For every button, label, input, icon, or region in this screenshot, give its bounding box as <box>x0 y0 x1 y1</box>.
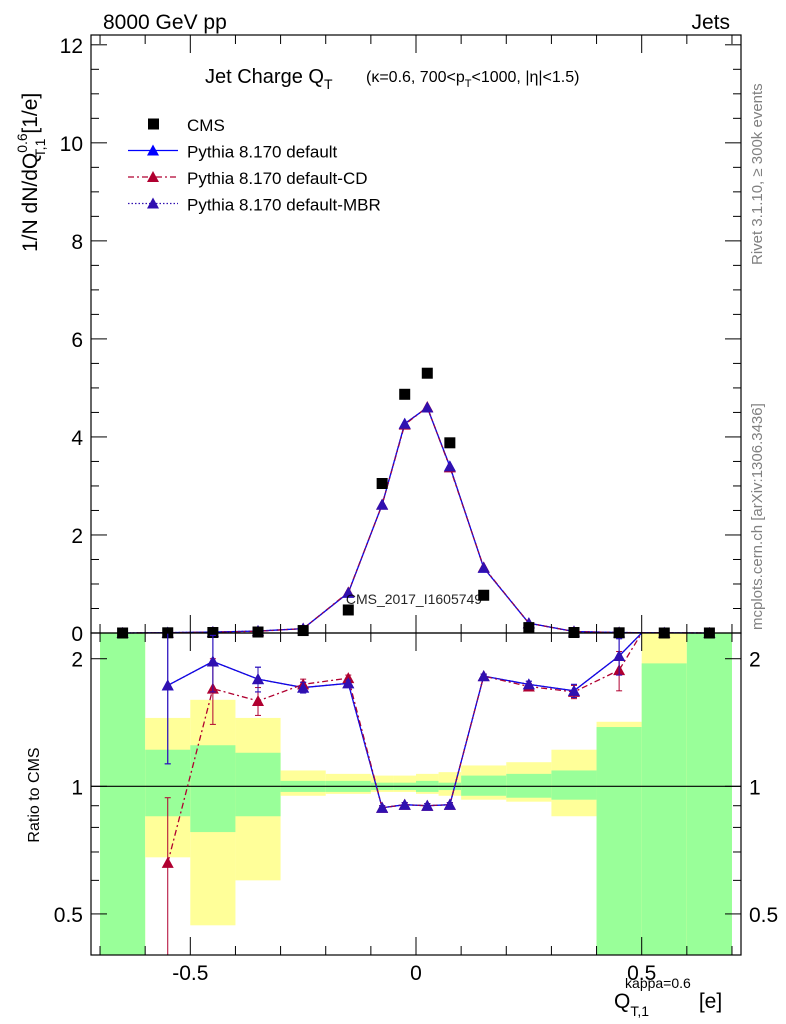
ratio-point <box>421 799 434 811</box>
band-stat-bin <box>596 727 642 955</box>
ratio-y-axis-label: Ratio to CMS <box>26 747 43 842</box>
y-tick-label: 10 <box>60 133 83 156</box>
ratio-point <box>206 655 219 667</box>
header-right: Jets <box>691 11 730 34</box>
main-y-axis-label-pre: 1/N dN/dQ <box>19 153 42 252</box>
y-tick-label: 6 <box>71 329 83 352</box>
y-tick-label: 0 <box>71 623 83 646</box>
x-axis-label-unit: [e] <box>699 990 722 1013</box>
ratio-y-tick-label-right: 2 <box>749 649 761 672</box>
band-stat-bin <box>641 663 687 955</box>
band-stat-bin <box>235 752 281 817</box>
plot-title-main: Jet Charge Q <box>205 66 324 88</box>
legend-marker <box>147 144 159 156</box>
ratio-point <box>398 798 411 810</box>
band-stat-bin <box>461 775 507 796</box>
band-stat-bin <box>190 745 236 833</box>
legend-marker-cms <box>148 118 159 130</box>
ratio-point <box>522 678 535 690</box>
ratio-y-tick-label: 0.5 <box>54 904 83 927</box>
x-tick-label: -0.5 <box>172 962 208 985</box>
plot-title-sub: T <box>324 76 333 92</box>
series-point <box>477 561 490 573</box>
main-y-axis-label: 1/N dN/dQ0.6 T,1 [1/e] <box>14 93 48 252</box>
legend-label: Pythia 8.170 default <box>187 143 338 162</box>
ratio-bands <box>100 633 732 955</box>
ratio-y-tick-label-right: 0.5 <box>749 904 778 927</box>
series-point <box>342 586 355 598</box>
series-point <box>398 417 411 429</box>
mcplots-label: mcplots.cern.ch [arXiv:1306.3436] <box>749 403 766 630</box>
ratio-point <box>342 677 355 689</box>
ratio-point <box>297 681 310 693</box>
x-tick-label: 0 <box>410 962 422 985</box>
cms-point <box>252 626 264 638</box>
analysis-watermark: CMS_2017_I1605749 <box>346 591 482 607</box>
legend-marker <box>147 171 159 182</box>
plot-title-details: (κ=0.6, 700<pT<1000, |η|<1.5) <box>366 69 579 90</box>
ratio-point <box>161 856 174 868</box>
ratio-point <box>252 673 265 685</box>
cms-point <box>444 437 456 449</box>
legend: CMS Pythia 8.170 default Pythia 8.170 defa… <box>128 116 381 215</box>
cms-point <box>523 622 535 634</box>
ratio-series <box>161 632 643 955</box>
ratio-point <box>477 670 490 682</box>
band-stat-bin <box>551 770 597 800</box>
cms-point <box>342 604 354 616</box>
rivet-version-label: Rivet 3.1.10, ≥ 300k events <box>749 83 766 265</box>
y-tick-label: 8 <box>71 231 83 254</box>
ratio-point <box>376 801 389 813</box>
plot-title-details-a: (κ=0.6, 700<p <box>366 69 465 86</box>
band-stat-bin <box>686 633 732 955</box>
axis-ticks <box>91 35 741 955</box>
ratio-point <box>567 684 580 696</box>
x-axis-label-sup: kappa=0.6 <box>625 975 691 991</box>
x-axis-label-sub: T,1 <box>630 1003 649 1019</box>
series-point <box>376 498 389 510</box>
y-tick-label: 2 <box>71 525 83 548</box>
ratio-point <box>443 798 456 810</box>
ratio-line <box>167 632 643 863</box>
legend-label: Pythia 8.170 default-CD <box>187 169 368 188</box>
cms-point <box>399 388 411 400</box>
cms-point <box>421 367 433 379</box>
band-stat-bin <box>100 633 146 955</box>
ratio-y-tick-label-right: 1 <box>749 776 761 799</box>
plot-title: Jet Charge QT <box>205 66 333 92</box>
y-tick-label: 4 <box>71 427 83 450</box>
x-tick-label: 0.5 <box>627 962 656 985</box>
cms-point <box>478 589 490 601</box>
ratio-y-tick-label: 1 <box>71 776 83 799</box>
header-left: 8000 GeV pp <box>103 11 227 34</box>
ratio-point <box>161 679 174 691</box>
ratio-point <box>252 694 265 706</box>
ratio-point <box>613 649 626 661</box>
cms-point <box>376 478 388 489</box>
plot-title-details-b: <1000, |η|<1.5) <box>471 69 579 86</box>
cms-point <box>297 625 309 637</box>
series-point <box>443 460 456 472</box>
plot-title-details-sub: T <box>465 78 472 90</box>
ratio-line <box>167 632 643 809</box>
main-y-axis-label-sub: T,1 <box>32 138 48 157</box>
main-y-axis-label-unit: [1/e] <box>19 93 42 134</box>
main-y-axis-label-sup: 0.6 <box>14 133 30 153</box>
x-axis-label: QT,1 kappa=0.6 [e] <box>614 975 722 1019</box>
legend-label: CMS <box>187 116 225 135</box>
legend-marker <box>147 197 159 209</box>
ratio-y-tick-label: 2 <box>71 649 83 672</box>
legend-label: Pythia 8.170 default-MBR <box>187 196 381 215</box>
series-point <box>421 401 434 413</box>
x-axis-label-pre: Q <box>614 990 630 1013</box>
y-tick-label: 12 <box>60 35 83 58</box>
